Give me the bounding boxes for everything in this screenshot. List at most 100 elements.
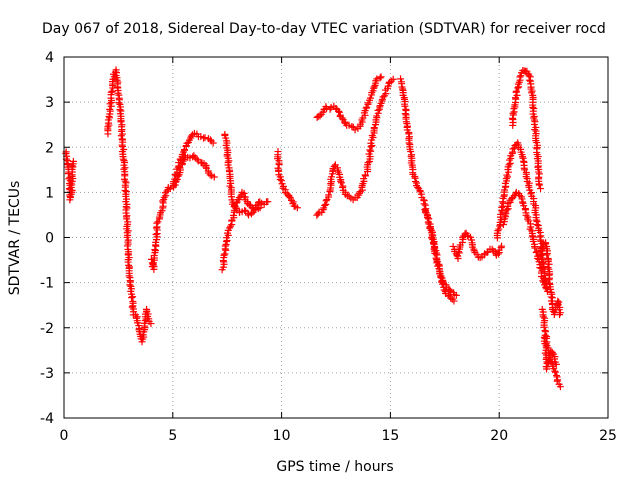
data-point (128, 294, 136, 302)
data-point (288, 196, 296, 204)
data-point (498, 242, 506, 250)
series-s6 (218, 188, 264, 274)
y-tick-label: -1 (40, 276, 54, 292)
data-point (325, 191, 333, 199)
data-point (210, 173, 218, 181)
data-point (503, 206, 511, 214)
data-point (411, 178, 419, 186)
data-point (206, 171, 214, 179)
data-point (547, 285, 555, 293)
data-point (551, 367, 559, 375)
data-point (264, 198, 272, 206)
data-point (504, 173, 512, 181)
data-point (151, 246, 159, 254)
data-point (424, 214, 432, 222)
data-point (370, 83, 378, 91)
data-point (537, 185, 545, 193)
data-point (153, 219, 161, 227)
data-point (459, 233, 467, 241)
series-s7 (274, 148, 301, 212)
data-point (225, 157, 233, 165)
data-point (450, 297, 458, 305)
data-point (337, 177, 345, 185)
data-point (367, 139, 375, 147)
x-tick-label: 25 (599, 428, 617, 444)
data-point (498, 203, 506, 211)
y-axis-label: SDTVAR / TECUs (7, 181, 23, 296)
x-tick-label: 20 (490, 428, 508, 444)
y-tick-label: 4 (45, 50, 54, 66)
data-point (209, 139, 217, 147)
data-point (248, 203, 256, 211)
data-point (512, 87, 520, 95)
data-point (522, 211, 530, 219)
data-point (66, 194, 74, 202)
data-point (514, 84, 522, 92)
data-point (389, 75, 397, 83)
x-tick-label: 10 (273, 428, 291, 444)
data-point (121, 186, 129, 194)
data-point (533, 248, 541, 256)
data-point (159, 197, 167, 205)
data-point (376, 74, 384, 82)
data-point (201, 134, 209, 142)
y-tick-label: 2 (45, 140, 54, 156)
data-point (171, 181, 179, 189)
data-point (532, 216, 540, 224)
data-point (509, 109, 517, 117)
data-point (126, 281, 134, 289)
data-point (543, 363, 551, 371)
data-point (227, 222, 235, 230)
data-point (193, 155, 201, 163)
y-tick-label: -3 (40, 366, 54, 382)
data-point (220, 251, 228, 259)
tick-labels: 0 5 10 15 20 25 -4 -3 -2 -1 0 1 2 3 4 (40, 50, 617, 444)
data-point (322, 197, 330, 205)
data-point (123, 215, 131, 223)
data-point (401, 102, 409, 110)
data-point (552, 360, 560, 368)
series-s8 (313, 73, 385, 134)
data-point (420, 200, 428, 208)
series-s3 (147, 152, 218, 273)
y-tick-label: -2 (40, 321, 54, 337)
data-point (401, 110, 409, 118)
data-point (543, 251, 551, 259)
data-point (454, 252, 462, 260)
y-tick-label: -4 (40, 411, 54, 427)
x-tick-label: 15 (381, 428, 399, 444)
data-point (407, 152, 415, 160)
data-point (117, 118, 125, 126)
series-s12 (449, 229, 506, 263)
data-point (556, 311, 564, 319)
data-point (63, 159, 71, 167)
series-s2 (104, 66, 155, 346)
data-point (107, 88, 115, 96)
data-point (364, 159, 372, 167)
x-axis-label: GPS time / hours (276, 459, 393, 475)
data-point (494, 227, 502, 235)
data-point (226, 182, 234, 190)
data-point (502, 209, 510, 217)
x-tick-label: 5 (168, 428, 177, 444)
data-point (337, 179, 345, 187)
data-point (532, 249, 540, 257)
data-point (277, 177, 285, 185)
data-point (323, 104, 331, 112)
data-point (556, 383, 564, 391)
data-point (160, 193, 168, 201)
data-point (519, 157, 527, 165)
data-point (539, 277, 547, 285)
data-point (531, 126, 539, 134)
data-point (152, 230, 160, 238)
data-point (276, 175, 284, 183)
data-point (551, 368, 559, 376)
data-point (338, 114, 346, 122)
data-point (180, 146, 188, 154)
data-point (374, 106, 382, 114)
data-point (119, 155, 127, 163)
chart-title: Day 067 of 2018, Sidereal Day-to-day VTE… (42, 21, 606, 37)
data-point (285, 192, 293, 200)
grid (64, 57, 608, 418)
